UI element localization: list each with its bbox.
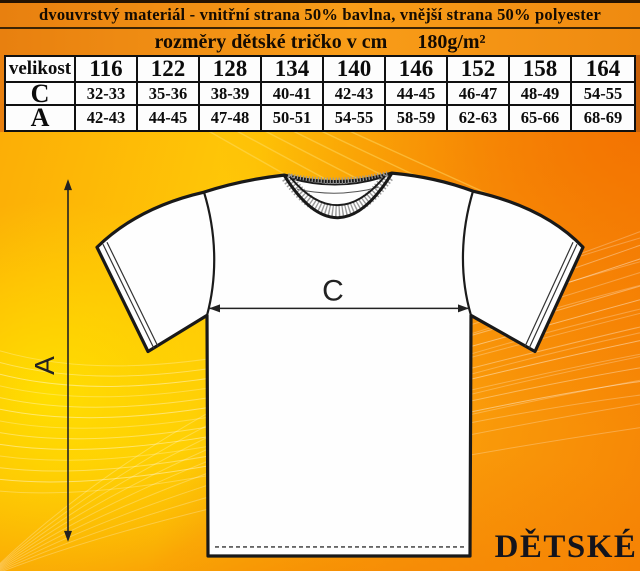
arrowhead-right-icon: [458, 304, 469, 313]
row-a-value: 68-69: [572, 106, 634, 130]
size-table-wrap: velikost 116 122 128 134 140 146 152 158…: [0, 55, 640, 132]
row-c-value: 40-41: [262, 83, 324, 106]
sleeve-stitch-right: [524, 241, 578, 349]
collar-back-edge: [289, 175, 387, 186]
size-column-header: 152: [448, 56, 510, 83]
tshirt-outline: [95, 171, 585, 558]
length-label: A: [29, 356, 60, 375]
row-c-value: 32-33: [76, 83, 138, 106]
collar-front-ribbing: [282, 171, 394, 218]
chest-measurement: C: [209, 274, 469, 313]
row-c-value: 42-43: [324, 83, 386, 106]
arrowhead-down-icon: [64, 530, 72, 542]
row-a-value: 65-66: [510, 106, 572, 130]
row-c-value: 38-39: [200, 83, 262, 106]
size-column-header: 146: [386, 56, 448, 83]
row-c-value: 46-47: [448, 83, 510, 106]
row-c-label: C: [6, 79, 76, 108]
size-column-header: 158: [510, 56, 572, 83]
tshirt-diagram-svg: C A DĚTSKÉ: [0, 132, 640, 571]
dimensions-banner: rozměry dětské tričko v cm 180g/m²: [0, 29, 640, 55]
row-a-value: 58-59: [386, 106, 448, 130]
size-column-header: 164: [572, 56, 634, 83]
size-table: velikost 116 122 128 134 140 146 152 158…: [4, 55, 636, 132]
row-c-value: 48-49: [510, 83, 572, 106]
product-label: DĚTSKÉ: [495, 527, 638, 565]
size-column-header: 134: [262, 56, 324, 83]
dimensions-title: rozměry dětské tričko v cm: [154, 30, 388, 53]
size-column-header: 128: [200, 56, 262, 83]
size-column-header: 122: [138, 56, 200, 83]
row-a-value: 50-51: [262, 106, 324, 130]
armhole-seam-right: [461, 190, 475, 316]
length-measurement: A: [29, 179, 72, 542]
collar-front-inner-edge: [290, 175, 386, 207]
fabric-weight: 180g/m²: [417, 30, 486, 53]
row-c-value: 54-55: [572, 83, 634, 106]
row-c-value: 44-45: [386, 83, 448, 106]
collar-front-outer-edge: [282, 172, 394, 220]
material-text: dvouvrstvý materiál - vnitřní strana 50%…: [39, 5, 601, 24]
chest-label: C: [322, 274, 344, 307]
row-c-value: 35-36: [138, 83, 200, 106]
material-banner: dvouvrstvý materiál - vnitřní strana 50%…: [0, 3, 640, 29]
size-column-header: 140: [324, 56, 386, 83]
tshirt-artwork: C A DĚTSKÉ: [0, 132, 640, 571]
size-table-header-cell: velikost: [6, 57, 76, 83]
tshirt-drawing: [95, 171, 585, 558]
row-a-value: 54-55: [324, 106, 386, 130]
armhole-seam-left: [202, 191, 216, 316]
arrowhead-up-icon: [64, 179, 72, 191]
sleeve-stitch-left: [102, 241, 159, 349]
row-a-value: 42-43: [76, 106, 138, 130]
size-column-header: 116: [76, 56, 138, 83]
row-a-label: A: [6, 103, 76, 132]
row-a-value: 44-45: [138, 106, 200, 130]
row-a-value: 47-48: [200, 106, 262, 130]
row-a-value: 62-63: [448, 106, 510, 130]
arrowhead-left-icon: [209, 304, 220, 313]
